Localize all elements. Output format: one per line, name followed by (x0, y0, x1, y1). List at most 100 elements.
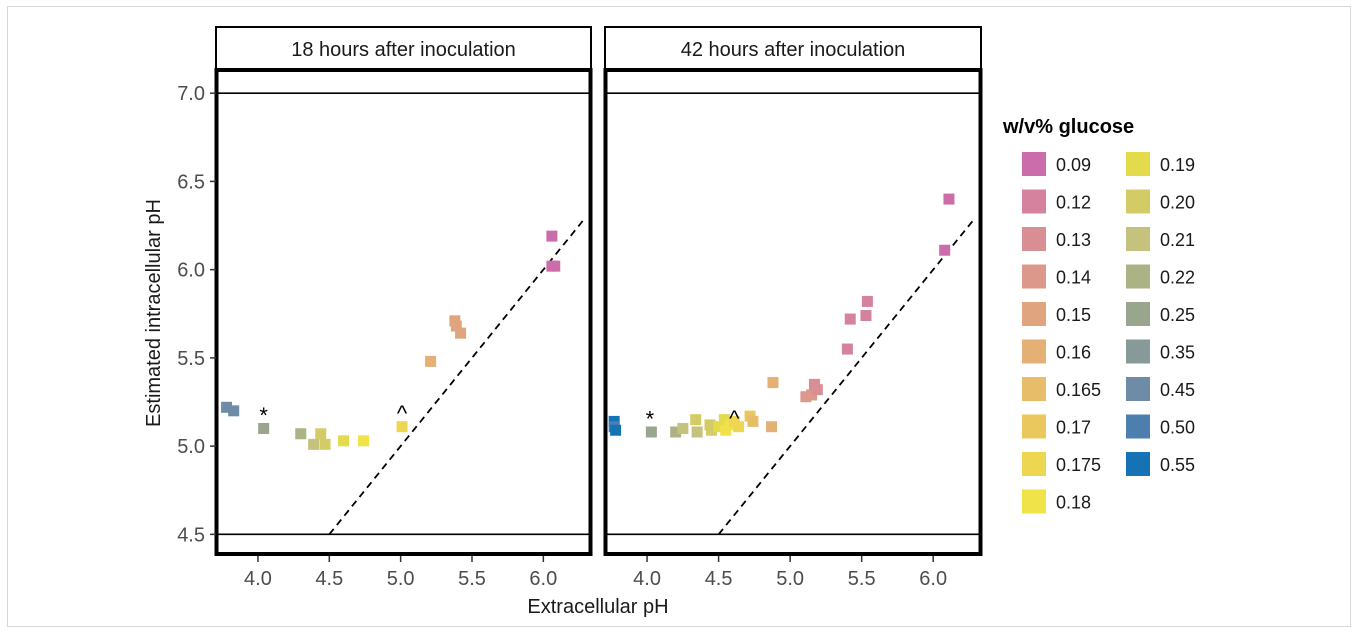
legend-key (1022, 452, 1046, 476)
data-point (450, 320, 462, 332)
legend-key (1022, 414, 1046, 439)
x-axis: 4.0 4.5 5.0 5.5 6.0 4.0 4.5 5.0 5.5 6.0 (244, 556, 947, 590)
legend-label: 0.22 (1160, 268, 1195, 288)
x-tick-label: 4.0 (633, 568, 661, 590)
legend-label: 0.50 (1160, 418, 1195, 438)
x-tick-label: 4.5 (315, 568, 343, 590)
data-point (747, 415, 759, 427)
identity-line (717, 219, 974, 535)
data-point (228, 405, 240, 417)
legend-key (1022, 339, 1046, 364)
data-point (860, 310, 872, 322)
legend-key (1022, 377, 1046, 401)
y-axis: 4.5 5.0 5.5 6.0 6.5 7.0 (177, 83, 216, 546)
legend-key (1126, 377, 1150, 401)
x-tick-label: 5.0 (776, 568, 804, 590)
legend-key (1022, 189, 1046, 214)
data-point (767, 377, 779, 389)
data-point (315, 428, 327, 440)
identity-line (328, 219, 584, 535)
data-point (295, 428, 307, 440)
legend-label: 0.19 (1160, 155, 1195, 175)
data-point (546, 230, 558, 242)
data-point (258, 422, 270, 434)
annotation-mark: ^ (397, 401, 408, 426)
data-point (811, 384, 823, 396)
data-point (690, 414, 702, 426)
data-point (861, 295, 873, 307)
legend-label: 0.16 (1056, 343, 1091, 363)
y-tick-label: 6.0 (177, 260, 205, 282)
y-tick-label: 5.0 (177, 436, 205, 458)
legend-label: 0.35 (1160, 343, 1195, 363)
x-tick-label: 4.5 (705, 568, 733, 590)
data-point (221, 401, 233, 413)
data-point (358, 435, 370, 447)
data-point (766, 421, 778, 433)
x-tick-label: 5.0 (387, 568, 415, 590)
legend-key (1022, 152, 1046, 176)
legend-label: 0.20 (1160, 193, 1195, 213)
data-point (713, 421, 725, 433)
annotation-mark: ^ (729, 406, 740, 431)
legend-key (1126, 264, 1150, 289)
data-point (455, 327, 467, 339)
legend-label: 0.15 (1056, 305, 1091, 325)
legend-label: 0.175 (1056, 455, 1101, 475)
legend-key (1022, 489, 1046, 514)
x-tick-label: 5.5 (458, 568, 486, 590)
figure-frame (7, 6, 1351, 627)
y-tick-label: 5.5 (177, 348, 205, 370)
x-axis-title: Extracellular pH (527, 596, 668, 618)
data-point (939, 244, 951, 256)
legend-label: 0.09 (1056, 155, 1091, 175)
legend-key (1022, 264, 1046, 289)
x-tick-label: 6.0 (919, 568, 947, 590)
data-point (319, 438, 331, 450)
y-tick-label: 4.5 (177, 524, 205, 546)
legend: 0.09 0.12 0.13 0.14 0.15 0.16 0.165 0.17 0.175 0.… (1022, 152, 1195, 514)
annotation-mark: * (646, 406, 655, 431)
x-tick-label: 4.0 (244, 568, 272, 590)
legend-key (1126, 152, 1150, 176)
legend-label: 0.165 (1056, 380, 1101, 400)
plot-marks: * ^ * ^ (218, 92, 979, 536)
data-point (844, 313, 856, 325)
data-point (396, 421, 408, 433)
data-point (733, 421, 745, 433)
data-point (841, 343, 853, 355)
panel-2-title: 42 hours after inoculation (681, 39, 906, 61)
legend-key (1022, 302, 1046, 326)
data-point (806, 389, 818, 401)
y-axis-title: Estimated intracellular pH (143, 199, 165, 427)
legend-key (1126, 189, 1150, 214)
legend-label: 0.14 (1056, 268, 1091, 288)
data-point (677, 422, 689, 434)
legend-key (1126, 414, 1150, 439)
data-point (943, 193, 955, 205)
panel-2-plot-area (603, 68, 983, 556)
legend-key (1126, 452, 1150, 476)
legend-title: w/v% glucose (1002, 116, 1134, 138)
legend-key (1126, 227, 1150, 251)
legend-key (1126, 302, 1150, 326)
data-point (691, 426, 703, 438)
annotation-mark: * (259, 403, 268, 428)
data-point (549, 260, 561, 272)
data-point (718, 414, 730, 426)
data-point (338, 435, 350, 447)
legend-label: 0.55 (1160, 455, 1195, 475)
panel-1-title: 18 hours after inoculation (291, 39, 516, 61)
y-tick-label: 6.5 (177, 171, 205, 193)
panel-1-plot-area (214, 68, 593, 556)
legend-label: 0.17 (1056, 418, 1091, 438)
legend-label: 0.18 (1056, 493, 1091, 513)
legend-key (1126, 339, 1150, 364)
legend-label: 0.25 (1160, 305, 1195, 325)
legend-label: 0.21 (1160, 230, 1195, 250)
legend-label: 0.13 (1056, 230, 1091, 250)
y-tick-label: 7.0 (177, 83, 205, 105)
legend-key (1022, 227, 1046, 251)
x-tick-label: 5.5 (848, 568, 876, 590)
